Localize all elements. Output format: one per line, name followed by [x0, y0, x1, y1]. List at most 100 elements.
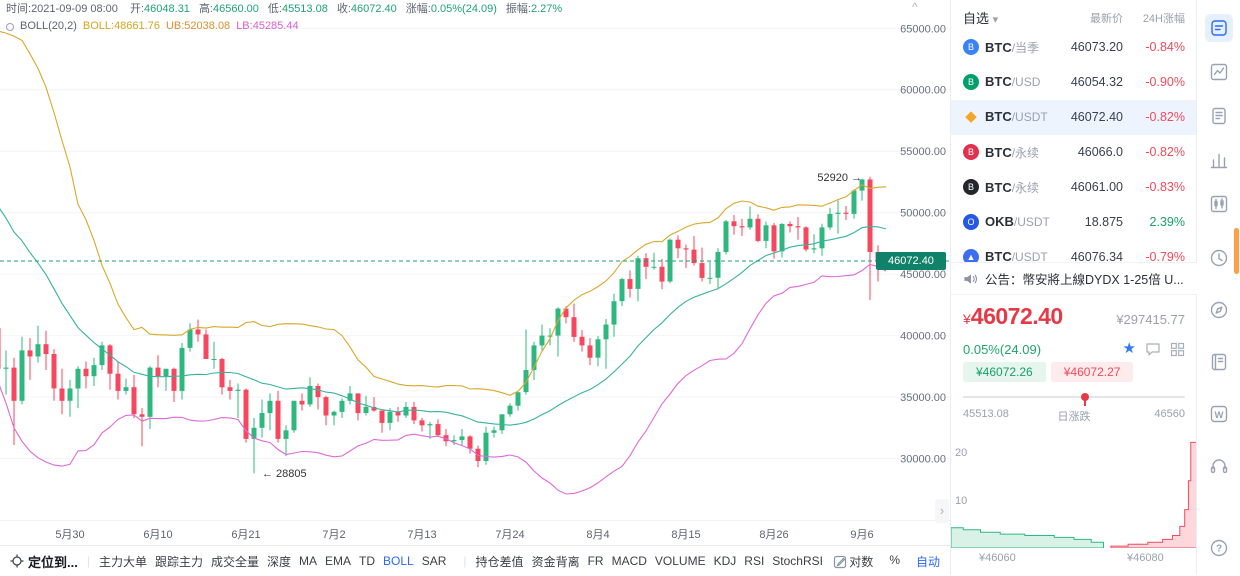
indicator-tab[interactable]: MA — [299, 554, 318, 568]
indicator-tab[interactable]: BOLL — [383, 554, 414, 568]
market-panel-icon[interactable] — [1205, 14, 1233, 42]
kline-chart-region[interactable]: 52920 → ← 28805 65000.00 60000.00 55000.00 50… — [0, 0, 950, 545]
current-price-badge: 46072.40 — [876, 251, 946, 270]
notebook-icon[interactable] — [1205, 348, 1233, 376]
svg-text:52920 →: 52920 → — [817, 172, 862, 184]
clock-icon[interactable] — [1205, 244, 1233, 272]
watchlist-row[interactable]: B BTC/当季 46073.20 -0.84% — [951, 30, 1197, 65]
boll-lb: LB:45285.44 — [236, 20, 299, 32]
svg-text:20: 20 — [955, 447, 967, 459]
svg-text:?: ? — [1216, 544, 1222, 555]
range-marker[interactable] — [1081, 393, 1089, 401]
indicator-tab[interactable]: 主力大单 — [98, 554, 147, 569]
comment-icon[interactable] — [1145, 342, 1161, 357]
ohlc-field: 高:46560.00 — [198, 3, 259, 15]
scale-option[interactable]: 对数 — [849, 554, 874, 569]
indicator-tab[interactable]: FR — [587, 554, 604, 568]
bid-price-badge[interactable]: ¥46072.26 — [963, 362, 1046, 382]
indicator-tab[interactable]: StochRSI — [772, 554, 823, 568]
line-chart-icon[interactable] — [1205, 58, 1233, 86]
coin-icon: O — [963, 214, 979, 230]
edit-indicators-icon[interactable] — [833, 554, 848, 569]
announcement-bar[interactable]: 公告：幣安將上線DYDX 1-25倍 U... — [951, 262, 1197, 295]
grid-icon[interactable] — [1170, 342, 1185, 357]
scale-controls: 对数% 自动 — [849, 553, 940, 570]
watchlist-header: 自选 ▾ 最新价 24H涨幅 — [951, 0, 1197, 30]
scale-option[interactable]: 自动 — [915, 554, 940, 569]
candlestick-chart[interactable]: 52920 → ← 28805 65000.00 60000.00 55000.00 50… — [0, 0, 950, 520]
svg-text:55000.00: 55000.00 — [900, 146, 946, 158]
ohlc-field: 振幅:2.27% — [505, 3, 563, 15]
market-panel: 自选 ▾ 最新价 24H涨幅 B BTC/当季 46073.20 -0.84% B BTC… — [950, 0, 1197, 575]
indicator-toggle-icon[interactable] — [6, 22, 14, 31]
indicator-tab[interactable]: 资金背离 — [531, 554, 580, 569]
indicator-tab[interactable]: RSI — [744, 554, 765, 568]
ticker-action-icons: ★ — [1123, 341, 1185, 357]
indicator-tab[interactable]: TD — [359, 554, 376, 568]
ask-price-badge[interactable]: ¥46072.27 — [1050, 362, 1134, 382]
pair-change: -0.83% — [1145, 180, 1185, 194]
indicator-tab[interactable]: MACD — [611, 554, 647, 568]
svg-text:60000.00: 60000.00 — [900, 85, 946, 97]
watchlist-row[interactable]: B BTC/USD 46054.32 -0.90% — [951, 65, 1197, 100]
watchlist-rows: B BTC/当季 46073.20 -0.84% B BTC/USD 46054.32 -0.… — [951, 30, 1197, 262]
coin-icon: B — [963, 74, 979, 90]
w-badge-icon[interactable]: W — [1205, 400, 1233, 428]
change-24h: 0.05%(24.09) — [963, 342, 1042, 357]
compass-icon[interactable] — [1205, 296, 1233, 324]
x-axis-label: 7月2 — [322, 529, 346, 541]
favorite-star-icon[interactable]: ★ — [1122, 340, 1136, 357]
watchlist-row[interactable]: ▲ BTC/USDT 46076.34 -0.79% — [951, 240, 1197, 262]
panel-collapse-chevron-icon[interactable]: › — [935, 499, 949, 523]
watchlist-row[interactable]: O OKB/USDT 18.875 2.39% — [951, 205, 1197, 240]
indicator-tab[interactable]: VOLUME — [654, 554, 706, 568]
pair-price: 46076.34 — [1070, 250, 1123, 262]
day-range-slider[interactable] — [963, 390, 1185, 406]
headset-icon[interactable] — [1205, 452, 1233, 480]
pair-name: BTC/当季 — [985, 40, 1040, 55]
watchlist-tab[interactable]: 自选 ▾ — [963, 11, 999, 26]
pair-price: 46066.0 — [1077, 145, 1123, 159]
boll-name: BOLL(20,2) — [20, 20, 77, 32]
ohlc-info-bar: 时间:2021-09-09 08:00 开:46048.31 高:46560.00… — [6, 2, 562, 34]
order-edit-icon[interactable] — [1205, 102, 1233, 130]
indicator-tab[interactable]: 深度 — [267, 554, 292, 569]
indicator-tab[interactable]: 成交全量 — [211, 554, 260, 569]
help-icon[interactable]: ? — [1205, 534, 1233, 562]
chevron-down-icon: ▾ — [992, 14, 999, 26]
page-scrollbar-thumb[interactable] — [1234, 228, 1239, 274]
boll-mb: BOLL:48661.76 — [82, 20, 160, 32]
indicator-tab[interactable]: 持仓差值 — [475, 554, 524, 569]
column-latest-price: 最新价 — [1090, 13, 1123, 25]
indicator-bottom-bar: 定位到... | 主力大单 跟踪主力 成交全量 深度 MA EMA TD BOLL SAR | 持仓… — [0, 545, 950, 576]
scroll-up-caret-icon[interactable]: ^ — [912, 0, 918, 14]
range-title: 日涨跌 — [1057, 411, 1091, 423]
pair-name: BTC/永续 — [985, 145, 1040, 160]
x-axis-label: 8月15 — [671, 529, 701, 541]
svg-text:65000.00: 65000.00 — [900, 23, 946, 35]
watchlist-row[interactable]: B BTC/永续 46061.00 -0.83% — [951, 170, 1197, 205]
locate-button[interactable]: 定位到... — [10, 552, 78, 571]
x-axis-label: 5月30 — [55, 529, 85, 541]
cny-value: ¥297415.77 — [1116, 312, 1185, 327]
pair-price: 46061.00 — [1070, 180, 1123, 194]
bar-chart-icon[interactable] — [1205, 146, 1233, 174]
indicator-tab[interactable]: 跟踪主力 — [154, 554, 203, 569]
scale-option[interactable]: % — [889, 552, 900, 567]
bid-ask-badges: ¥46072.26 ¥46072.27 — [963, 362, 1134, 382]
watchlist-row[interactable]: B BTC/永续 46066.0 -0.82% — [951, 135, 1197, 170]
watchlist-row[interactable]: ◆ BTC/USDT 46072.40 -0.82% — [951, 100, 1197, 135]
kline-box-icon[interactable] — [1205, 190, 1233, 218]
indicator-tab[interactable]: EMA — [325, 554, 352, 568]
x-axis[interactable]: 5月30 6月10 6月21 7月2 7月13 7月24 8月4 8月15 8月26 9月6 — [0, 520, 950, 546]
pair-name: BTC/永续 — [985, 180, 1040, 195]
svg-text:45000.00: 45000.00 — [900, 269, 946, 281]
x-axis-label: 7月13 — [407, 529, 437, 541]
coin-icon: ◆ — [965, 108, 977, 125]
indicator-tab[interactable]: SAR — [421, 554, 447, 568]
x-axis-label: 6月10 — [143, 529, 173, 541]
target-icon — [10, 554, 24, 568]
x-axis-label: 8月4 — [586, 529, 610, 541]
indicator-tab[interactable]: KDJ — [713, 554, 737, 568]
